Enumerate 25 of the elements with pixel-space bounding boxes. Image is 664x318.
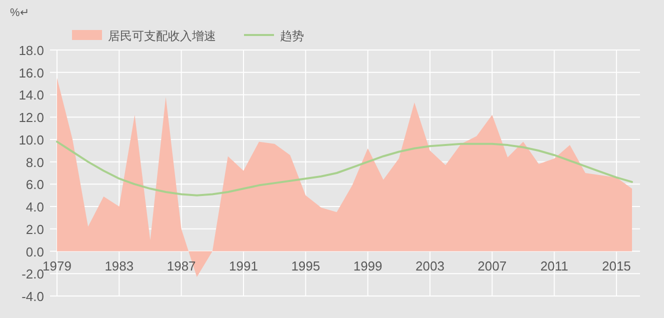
x-tick-label: 2011 bbox=[540, 258, 568, 274]
x-tick-label: 2015 bbox=[602, 258, 631, 274]
y-tick-label: 4.0 bbox=[26, 200, 44, 215]
legend-label: 居民可支配收入增速 bbox=[108, 29, 216, 43]
y-tick-label: -2.0 bbox=[22, 266, 44, 282]
x-tick-label: 1979 bbox=[42, 258, 72, 274]
x-tick-label: 1999 bbox=[353, 258, 382, 274]
y-axis-title: %↵ bbox=[10, 7, 29, 19]
y-tick-label: 12.0 bbox=[18, 110, 44, 126]
legend-label: 趋势 bbox=[280, 29, 304, 43]
y-tick-label: 2.0 bbox=[26, 222, 44, 237]
x-tick-label: 1995 bbox=[291, 258, 320, 274]
y-tick-label: 16.0 bbox=[18, 65, 44, 80]
y-tick-label: 18.0 bbox=[18, 43, 44, 58]
y-tick-label: 8.0 bbox=[26, 154, 44, 170]
y-tick-label: 6.0 bbox=[26, 177, 44, 192]
x-tick-label: 2007 bbox=[478, 258, 507, 274]
y-tick-label: 0.0 bbox=[26, 244, 44, 260]
y-tick-label: 10.0 bbox=[18, 132, 44, 148]
x-tick-label: 2003 bbox=[416, 258, 444, 274]
y-tick-label: -4.0 bbox=[22, 289, 44, 304]
x-tick-label: 1987 bbox=[166, 258, 196, 274]
y-tick-label: 14.0 bbox=[18, 88, 44, 103]
x-tick-label: 1983 bbox=[104, 258, 134, 274]
x-tick-label: 1991 bbox=[229, 258, 258, 274]
